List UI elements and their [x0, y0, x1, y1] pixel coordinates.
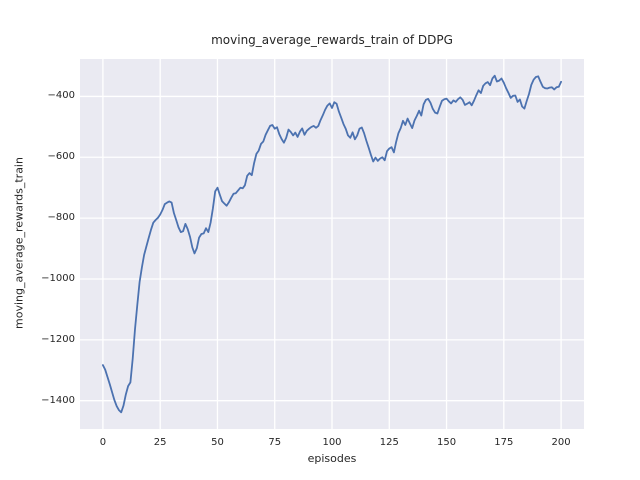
- chart-svg: [80, 59, 584, 429]
- x-axis-label: episodes: [307, 452, 357, 465]
- y-tick-label: −400: [47, 90, 75, 102]
- y-tick-label: −800: [47, 212, 75, 224]
- x-tick-label: 25: [153, 437, 167, 448]
- y-tick-label: −1400: [41, 394, 75, 406]
- x-tick-label: 75: [268, 437, 282, 448]
- x-tick-label: 150: [436, 437, 457, 448]
- reward-line: [101, 74, 563, 414]
- y-tick-label: −1200: [41, 333, 75, 345]
- x-tick-label: 200: [551, 437, 571, 448]
- x-tick-label: 175: [494, 437, 514, 448]
- plot-area: [80, 59, 584, 429]
- x-tick-label: 100: [322, 437, 342, 448]
- y-tick-label: −1000: [41, 272, 75, 284]
- x-tick-label: 50: [211, 437, 224, 448]
- y-axis-label: moving_average_rewards_train: [12, 157, 26, 329]
- chart-title: moving_average_rewards_train of DDPG: [211, 33, 453, 47]
- x-tick-label: 125: [379, 437, 399, 448]
- x-tick-label: 0: [99, 437, 107, 448]
- grid-layer: [80, 59, 584, 429]
- y-tick-label: −600: [47, 151, 75, 163]
